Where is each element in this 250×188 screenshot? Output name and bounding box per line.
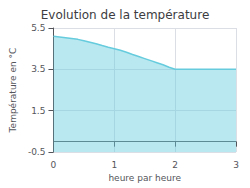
svg-text:Evolution de la température: Evolution de la température xyxy=(41,8,210,22)
svg-text:-0.5: -0.5 xyxy=(28,147,46,157)
svg-text:3.5: 3.5 xyxy=(31,64,45,74)
svg-text:1.5: 1.5 xyxy=(31,106,45,116)
svg-text:heure par heure: heure par heure xyxy=(108,173,181,183)
svg-text:5.5: 5.5 xyxy=(31,23,45,33)
svg-text:3: 3 xyxy=(233,160,239,170)
svg-text:1: 1 xyxy=(111,160,117,170)
svg-text:0: 0 xyxy=(51,160,57,170)
svg-text:Température en °C: Température en °C xyxy=(8,48,18,134)
svg-text:2: 2 xyxy=(172,160,178,170)
